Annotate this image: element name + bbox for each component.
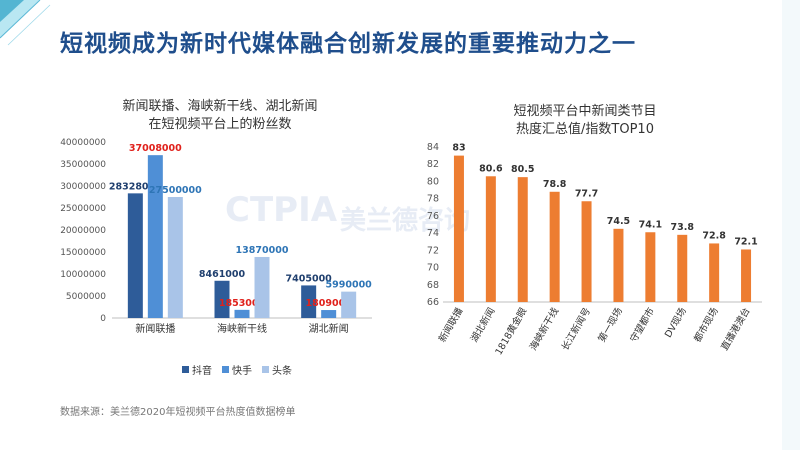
left-chart-title: 新闻联播、海峡新干线、湖北新闻 在短视频平台上的粉丝数 (122, 99, 318, 132)
right-y-tick-label-5: 76 (427, 211, 439, 222)
right-bar-3 (549, 191, 560, 302)
left-bar-1-2 (254, 256, 270, 318)
left-data-label-2-0: 7405000 (286, 273, 333, 284)
right-y-tick-label-7: 80 (427, 176, 439, 187)
right-x-tick-label-2: 1818黄金眼 (493, 305, 530, 357)
right-data-label-4: 77.7 (575, 188, 598, 199)
right-y-tick-label-1: 68 (427, 280, 439, 291)
left-bar-2-0 (301, 285, 317, 318)
right-bar-4 (581, 201, 592, 302)
left-y-tick-label-3: 15000000 (60, 248, 106, 258)
right-x-tick-label-6: 守望都市 (628, 305, 658, 344)
left-y-tick-label-4: 20000000 (60, 226, 106, 236)
right-y-tick-label-8: 82 (427, 159, 439, 170)
right-bar-6 (645, 232, 656, 302)
right-x-tick-label-3: 海峡新干线 (527, 305, 561, 353)
right-x-tick-label-4: 长江新闻号 (559, 306, 593, 353)
left-bar-2-1 (321, 310, 337, 318)
left-data-label-0-1: 37008000 (129, 143, 182, 154)
slide-title: 短视频成为新时代媒体融合创新发展的重要推动力之一 (60, 31, 636, 57)
left-bar-0-2 (167, 197, 183, 318)
legend-swatch-douyin (182, 366, 189, 373)
left-x-tick-label-2: 湖北新闻 (309, 322, 349, 335)
left-y-tick-label-6: 30000000 (60, 182, 106, 192)
left-data-label-1-0: 8461000 (199, 269, 246, 280)
left-data-label-2-2: 5990000 (326, 280, 373, 291)
right-data-label-8: 72.8 (702, 230, 726, 241)
legend-swatch-kuaishou (222, 366, 229, 373)
right-x-tick-label-0: 新闻联播 (436, 305, 466, 344)
left-x-tick-label-1: 海峡新干线 (217, 322, 267, 335)
right-y-tick-label-0: 66 (427, 297, 439, 308)
legend-label-kuaishou: 快手 (232, 366, 252, 377)
left-y-tick-label-0: 0 (100, 314, 106, 324)
left-data-label-0-0: 28328000 (109, 181, 162, 192)
right-bar-9 (741, 249, 752, 302)
left-data-label-1-1: 1853000 (219, 298, 266, 309)
legend-item-kuaishou: 快手 (222, 362, 252, 377)
left-y-tick-label-5: 25000000 (60, 204, 106, 214)
right-bar-8 (709, 243, 720, 302)
right-decoration (782, 0, 800, 450)
right-y-tick-label-2: 70 (427, 263, 439, 274)
right-x-tick-label-9: 直播港澳台 (718, 306, 752, 353)
right-x-tick-label-5: 第一现场 (596, 306, 625, 345)
right-data-label-6: 74.1 (639, 219, 662, 230)
left-bar-2-2 (341, 291, 357, 318)
right-x-tick-label-1: 湖北新闻 (468, 305, 497, 344)
right-bar-5 (613, 228, 624, 302)
legend-label-toutiao: 头条 (272, 366, 292, 377)
left-y-tick-label-8: 40000000 (60, 138, 106, 148)
right-data-label-0: 83 (452, 143, 465, 154)
right-bar-7 (677, 234, 688, 302)
right-y-tick-label-3: 72 (427, 245, 439, 256)
left-data-label-0-2: 27500000 (149, 185, 202, 196)
left-y-tick-label-1: 5000000 (66, 292, 106, 302)
left-y-tick-label-7: 35000000 (60, 160, 106, 170)
right-y-tick-label-9: 84 (427, 142, 439, 153)
right-data-label-5: 74.5 (607, 216, 630, 227)
right-data-label-7: 73.8 (671, 222, 695, 233)
left-data-label-2-1: 1809000 (306, 298, 353, 309)
source-note: 数据来源：美兰德2020年短视频平台热度值数据榜单 (60, 407, 296, 418)
right-x-tick-label-8: 都市现场 (691, 306, 720, 345)
right-bar-2 (517, 177, 528, 302)
left-bar-0-1 (147, 155, 163, 318)
legend-item-douyin: 抖音 (182, 362, 212, 377)
right-y-tick-label-4: 74 (427, 228, 439, 239)
left-data-label-1-2: 13870000 (236, 245, 289, 256)
left-bar-0-0 (127, 193, 143, 318)
right-x-tick-label-7: DV现场 (663, 306, 689, 340)
left-bar-1-1 (234, 309, 250, 318)
right-data-label-1: 80.6 (479, 163, 503, 174)
left-x-tick-label-0: 新闻联播 (135, 322, 175, 335)
legend-swatch-toutiao (262, 366, 269, 373)
right-bar-0 (453, 155, 464, 302)
left-bar-1-0 (214, 280, 230, 318)
right-y-tick-label-6: 78 (427, 194, 439, 205)
legend-label-douyin: 抖音 (192, 366, 212, 377)
left-y-tick-label-2: 10000000 (60, 270, 106, 280)
legend-item-toutiao: 头条 (262, 362, 292, 377)
left-chart-legend: 抖音 快手 头条 (182, 362, 292, 377)
right-data-label-2: 80.5 (511, 164, 534, 175)
right-data-label-3: 78.8 (543, 179, 567, 190)
right-bar-1 (485, 176, 496, 302)
right-chart-title: 短视频平台中新闻类节目 热度汇总值/指数TOP10 (513, 104, 657, 137)
corner-decoration (0, 0, 51, 46)
right-data-label-9: 72.1 (734, 236, 757, 247)
